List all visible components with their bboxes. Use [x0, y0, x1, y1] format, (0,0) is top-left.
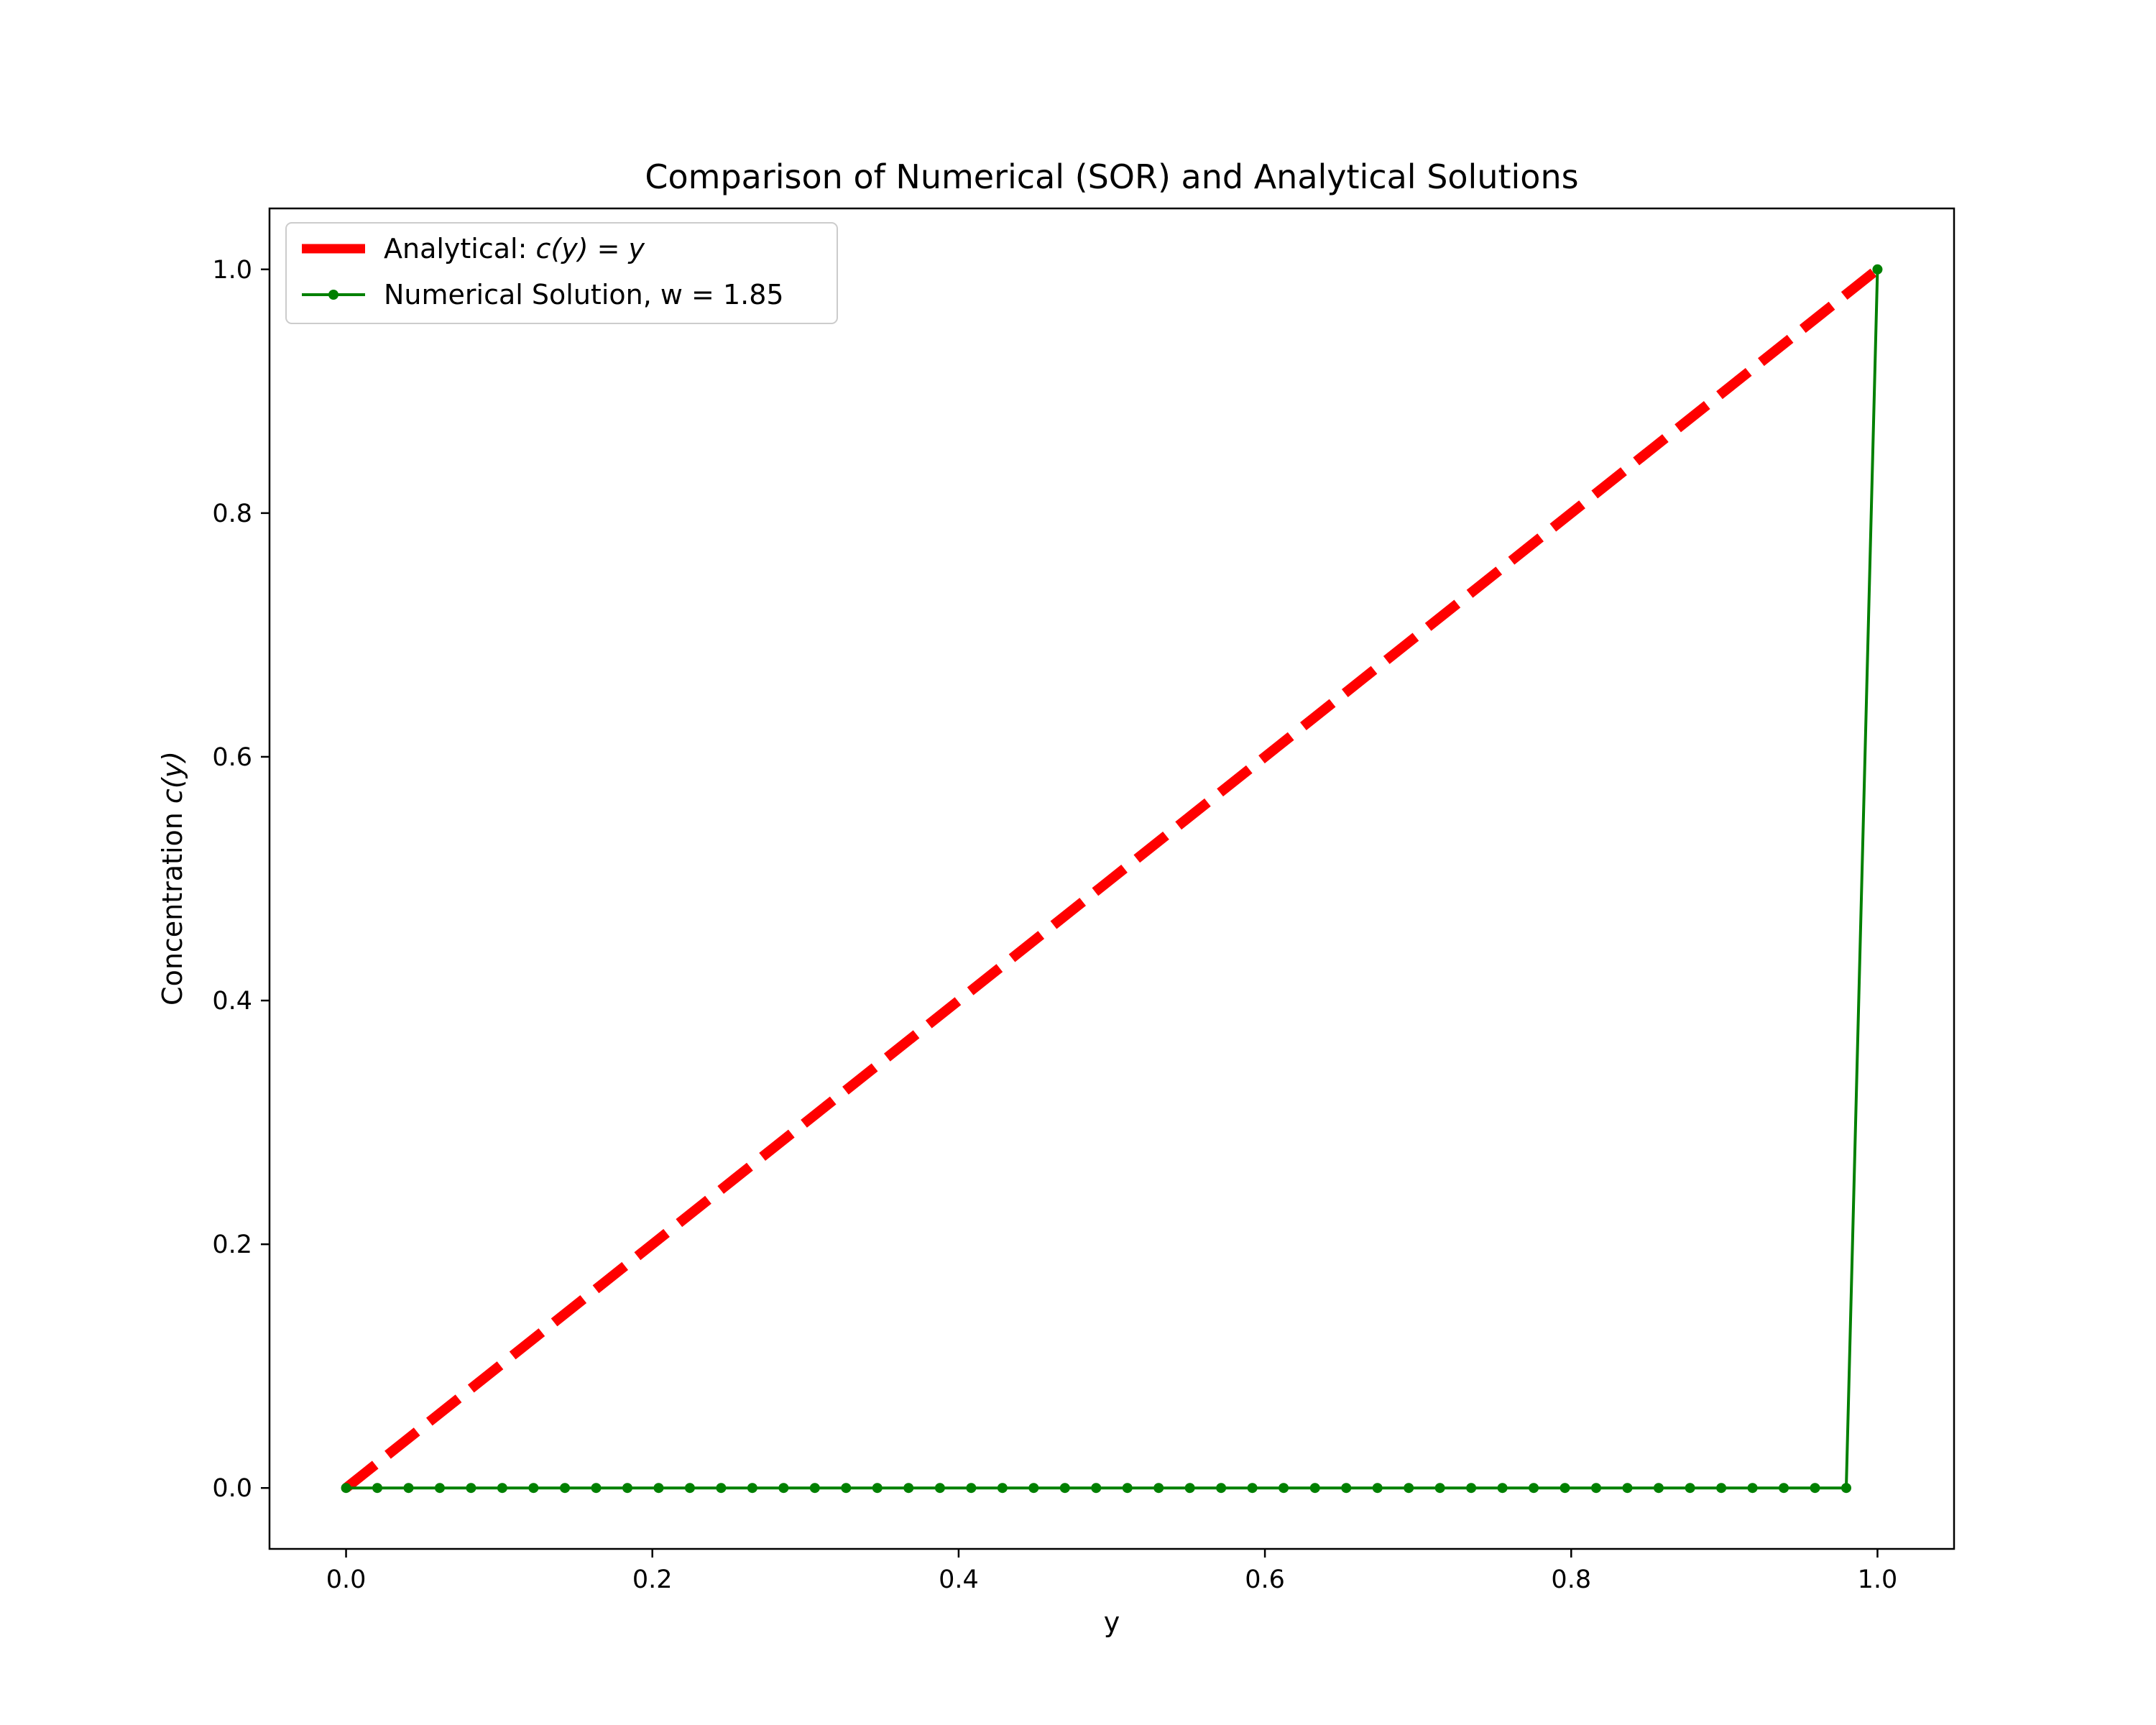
x-axis: 0.0 0.2 0.4 0.6 0.8 1.0	[326, 1549, 1898, 1594]
series-numerical-point	[1309, 1483, 1320, 1494]
series-numerical-point	[966, 1483, 977, 1494]
y-axis: 0.0 0.2 0.4 0.6 0.8 1.0	[212, 256, 270, 1503]
series-numerical-point	[591, 1483, 602, 1494]
y-tick-label: 0.0	[212, 1474, 252, 1503]
series-numerical-point	[934, 1483, 945, 1494]
series-numerical-point	[622, 1483, 632, 1494]
series-numerical-point	[1404, 1483, 1414, 1494]
series-numerical-point	[1434, 1483, 1445, 1494]
series-numerical-point	[1747, 1483, 1758, 1494]
series-numerical-point	[403, 1483, 414, 1494]
chart-title: Comparison of Numerical (SOR) and Analyt…	[645, 157, 1578, 196]
y-tick-label: 0.8	[212, 500, 252, 528]
series-numerical-point	[1028, 1483, 1039, 1494]
y-tick-label: 1.0	[212, 256, 252, 285]
series-numerical-point	[1279, 1483, 1289, 1494]
series-numerical-point	[1529, 1483, 1539, 1494]
series-numerical-point	[1591, 1483, 1602, 1494]
series-analytical-line	[343, 265, 1881, 1492]
series-numerical-point	[466, 1483, 476, 1494]
series-numerical-point	[903, 1483, 914, 1494]
y-tick-label: 0.2	[212, 1230, 252, 1259]
series-numerical-point	[1810, 1483, 1820, 1494]
y-tick-label: 0.4	[212, 987, 252, 1016]
series-numerical-point	[1622, 1483, 1633, 1494]
series-numerical-point	[1091, 1483, 1102, 1494]
series-numerical-point	[1247, 1483, 1258, 1494]
y-axis-label-prefix: Concentration	[157, 804, 188, 1006]
series-numerical-point	[528, 1483, 539, 1494]
series-numerical-point	[1341, 1483, 1352, 1494]
series-numerical-point	[560, 1483, 571, 1494]
series-numerical-point	[497, 1483, 507, 1494]
series-numerical-point	[341, 1483, 351, 1494]
x-tick-label: 1.0	[1858, 1565, 1898, 1594]
series-numerical-point	[1716, 1483, 1727, 1494]
x-tick-label: 0.0	[326, 1565, 367, 1594]
series-numerical-point	[1653, 1483, 1664, 1494]
series-numerical-point	[1153, 1483, 1164, 1494]
series-numerical-point	[1872, 264, 1883, 275]
series-numerical-point	[434, 1483, 445, 1494]
series-numerical-point	[841, 1483, 852, 1494]
series-numerical-point	[1216, 1483, 1227, 1494]
series-numerical-point	[1841, 1483, 1851, 1494]
series-numerical-point	[1059, 1483, 1070, 1494]
series-numerical-point	[747, 1483, 757, 1494]
x-axis-label: y	[1104, 1606, 1120, 1638]
series-numerical-point	[1372, 1483, 1383, 1494]
series-numerical-point	[778, 1483, 789, 1494]
x-tick-label: 0.6	[1245, 1565, 1285, 1594]
series-numerical-point	[872, 1483, 883, 1494]
legend-box	[285, 222, 838, 324]
legend-label-analytical-prefix: Analytical:	[384, 233, 536, 264]
legend-label-numerical: Numerical Solution, w = 1.85	[384, 279, 784, 310]
legend: Analytical: c(y) = y Numerical Solution,…	[285, 222, 838, 324]
series-numerical-point	[1685, 1483, 1695, 1494]
x-tick-label: 0.4	[939, 1565, 979, 1594]
series-numerical-point	[997, 1483, 1008, 1494]
series-numerical-point	[1779, 1483, 1789, 1494]
legend-label-analytical-math: c(y) = y	[536, 233, 645, 264]
y-axis-label: Concentration c(y)	[157, 751, 188, 1006]
legend-marker-numerical	[328, 290, 338, 300]
x-tick-label: 0.8	[1551, 1565, 1591, 1594]
x-tick-label: 0.2	[632, 1565, 673, 1594]
y-axis-label-math: c(y)	[157, 751, 188, 804]
series-numerical-point	[653, 1483, 664, 1494]
y-tick-label: 0.6	[212, 743, 252, 772]
series-numerical-point	[1497, 1483, 1508, 1494]
plot-area	[341, 264, 1883, 1494]
series-numerical-point	[684, 1483, 695, 1494]
series-numerical-point	[1560, 1483, 1570, 1494]
series-numerical-point	[1122, 1483, 1133, 1494]
legend-label-analytical: Analytical: c(y) = y	[384, 233, 645, 264]
series-numerical-point	[1184, 1483, 1195, 1494]
series-numerical-point	[716, 1483, 727, 1494]
series-numerical-line	[346, 269, 1879, 1490]
series-numerical-point	[809, 1483, 820, 1494]
plot-frame	[268, 207, 1955, 1550]
series-numerical-point	[1466, 1483, 1477, 1494]
series-numerical-point	[372, 1483, 383, 1494]
